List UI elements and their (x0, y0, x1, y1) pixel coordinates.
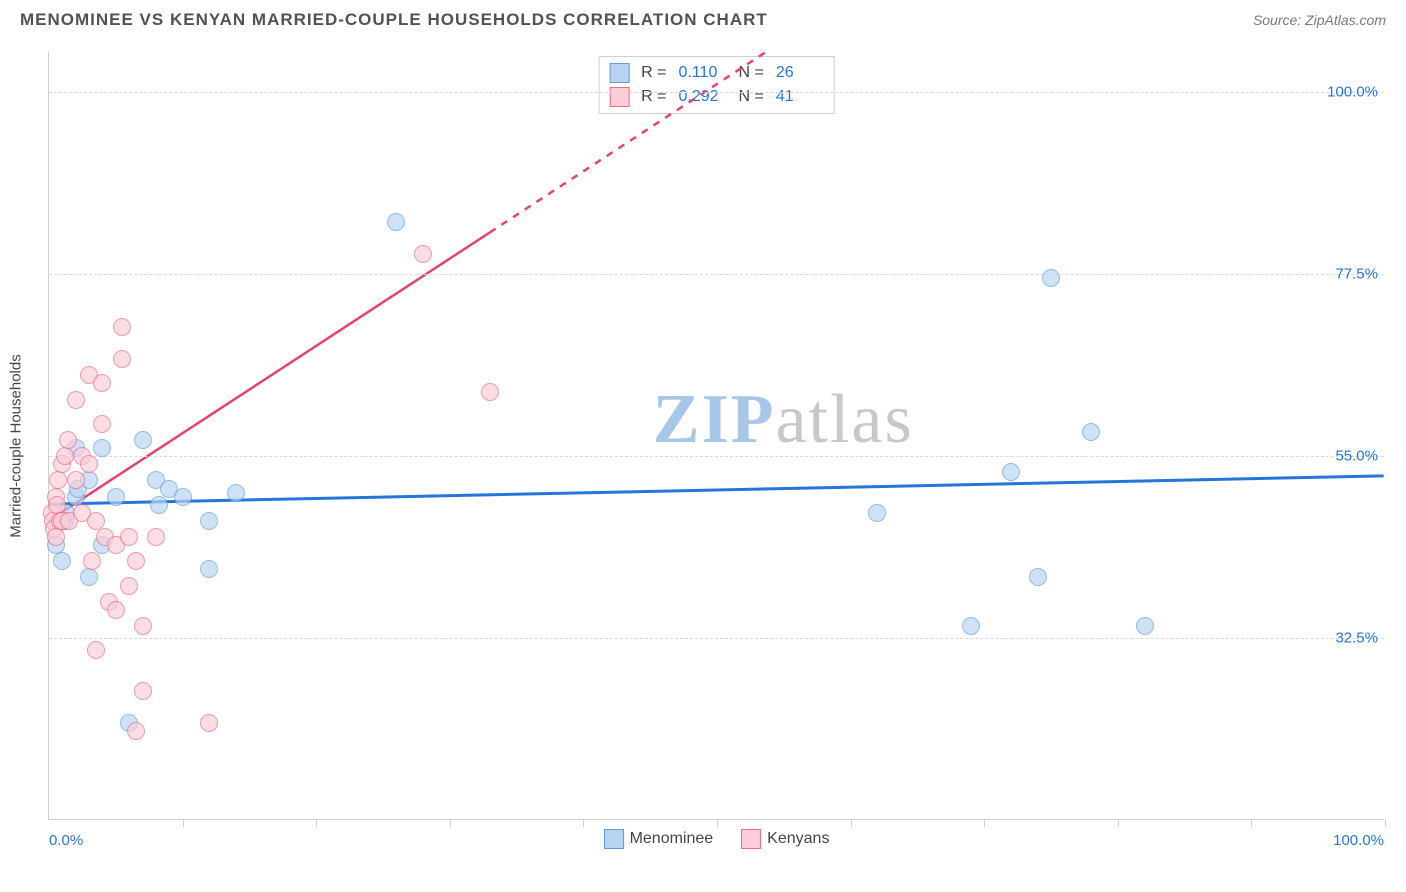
chart-header: MENOMINEE VS KENYAN MARRIED-COUPLE HOUSE… (0, 0, 1406, 34)
data-point-kenyans (200, 714, 218, 732)
x-tick (1385, 819, 1386, 827)
n-value: 41 (776, 88, 824, 106)
scatter-chart: ZIPatlas R =0.110N =26R =0.292N =41 Meno… (48, 52, 1384, 820)
data-point-menominee (1029, 568, 1047, 586)
data-point-menominee (107, 488, 125, 506)
data-point-menominee (80, 568, 98, 586)
x-tick (583, 819, 584, 827)
x-tick (1118, 819, 1119, 827)
x-tick (851, 819, 852, 827)
data-point-menominee (962, 617, 980, 635)
data-point-menominee (174, 488, 192, 506)
x-tick (1251, 819, 1252, 827)
n-value: 26 (776, 64, 824, 82)
data-point-kenyans (127, 552, 145, 570)
data-point-kenyans (87, 641, 105, 659)
correlation-legend: R = 0.110 N = 26 R = 0.292 N = 41 (598, 56, 835, 114)
y-tick-label: 32.5% (1335, 630, 1378, 647)
legend-swatch (609, 87, 629, 107)
data-point-kenyans (113, 350, 131, 368)
y-tick-label: 100.0% (1327, 84, 1378, 101)
data-point-kenyans (93, 415, 111, 433)
data-point-kenyans (481, 383, 499, 401)
r-label: R = (641, 64, 666, 82)
x-tick (717, 819, 718, 827)
series-legend: Menominee Kenyans (604, 829, 830, 849)
data-point-menominee (53, 552, 71, 570)
data-point-kenyans (127, 722, 145, 740)
data-point-menominee (200, 512, 218, 530)
data-point-kenyans (134, 617, 152, 635)
x-tick (316, 819, 317, 827)
y-axis-label: Married-couple Households (8, 354, 25, 537)
trend-line-kenyans (49, 233, 489, 521)
data-point-menominee (1082, 423, 1100, 441)
data-point-menominee (868, 504, 886, 522)
legend-swatch (604, 829, 624, 849)
data-point-kenyans (83, 552, 101, 570)
x-tick (450, 819, 451, 827)
data-point-menominee (93, 439, 111, 457)
data-point-kenyans (67, 471, 85, 489)
data-point-kenyans (80, 455, 98, 473)
n-label: N = (739, 88, 764, 106)
legend-item: Kenyans (741, 829, 829, 849)
data-point-kenyans (87, 512, 105, 530)
y-tick-label: 55.0% (1335, 448, 1378, 465)
data-point-menominee (1042, 269, 1060, 287)
data-point-kenyans (134, 682, 152, 700)
data-point-menominee (1136, 617, 1154, 635)
data-point-kenyans (67, 391, 85, 409)
data-point-kenyans (113, 318, 131, 336)
n-label: N = (739, 64, 764, 82)
data-point-menominee (134, 431, 152, 449)
data-point-menominee (387, 213, 405, 231)
legend-swatch (609, 63, 629, 83)
data-point-kenyans (59, 431, 77, 449)
legend-label: Kenyans (767, 830, 829, 848)
data-point-menominee (1002, 463, 1020, 481)
x-tick (183, 819, 184, 827)
data-point-menominee (227, 484, 245, 502)
data-point-kenyans (93, 374, 111, 392)
legend-stat-row: R = 0.292 N = 41 (609, 85, 824, 109)
legend-swatch (741, 829, 761, 849)
x-tick (984, 819, 985, 827)
data-point-kenyans (107, 601, 125, 619)
gridline-h (49, 274, 1384, 275)
data-point-menominee (150, 496, 168, 514)
y-tick-label: 77.5% (1335, 266, 1378, 283)
gridline-h (49, 456, 1384, 457)
data-point-kenyans (47, 528, 65, 546)
gridline-h (49, 638, 1384, 639)
watermark: ZIPatlas (653, 380, 914, 460)
legend-label: Menominee (630, 830, 714, 848)
chart-title: MENOMINEE VS KENYAN MARRIED-COUPLE HOUSE… (20, 10, 768, 30)
r-value: 0.110 (679, 64, 727, 82)
trend-lines (49, 52, 1384, 819)
x-min-label: 0.0% (49, 832, 83, 849)
data-point-kenyans (49, 471, 67, 489)
legend-item: Menominee (604, 829, 714, 849)
source-attribution: Source: ZipAtlas.com (1253, 12, 1386, 28)
legend-stat-row: R = 0.110 N = 26 (609, 61, 824, 85)
data-point-kenyans (147, 528, 165, 546)
data-point-kenyans (120, 577, 138, 595)
r-label: R = (641, 88, 666, 106)
x-max-label: 100.0% (1333, 832, 1384, 849)
data-point-kenyans (56, 447, 74, 465)
r-value: 0.292 (679, 88, 727, 106)
data-point-menominee (200, 560, 218, 578)
data-point-kenyans (120, 528, 138, 546)
trend-line-menominee (49, 476, 1383, 504)
gridline-h (49, 92, 1384, 93)
data-point-kenyans (414, 245, 432, 263)
